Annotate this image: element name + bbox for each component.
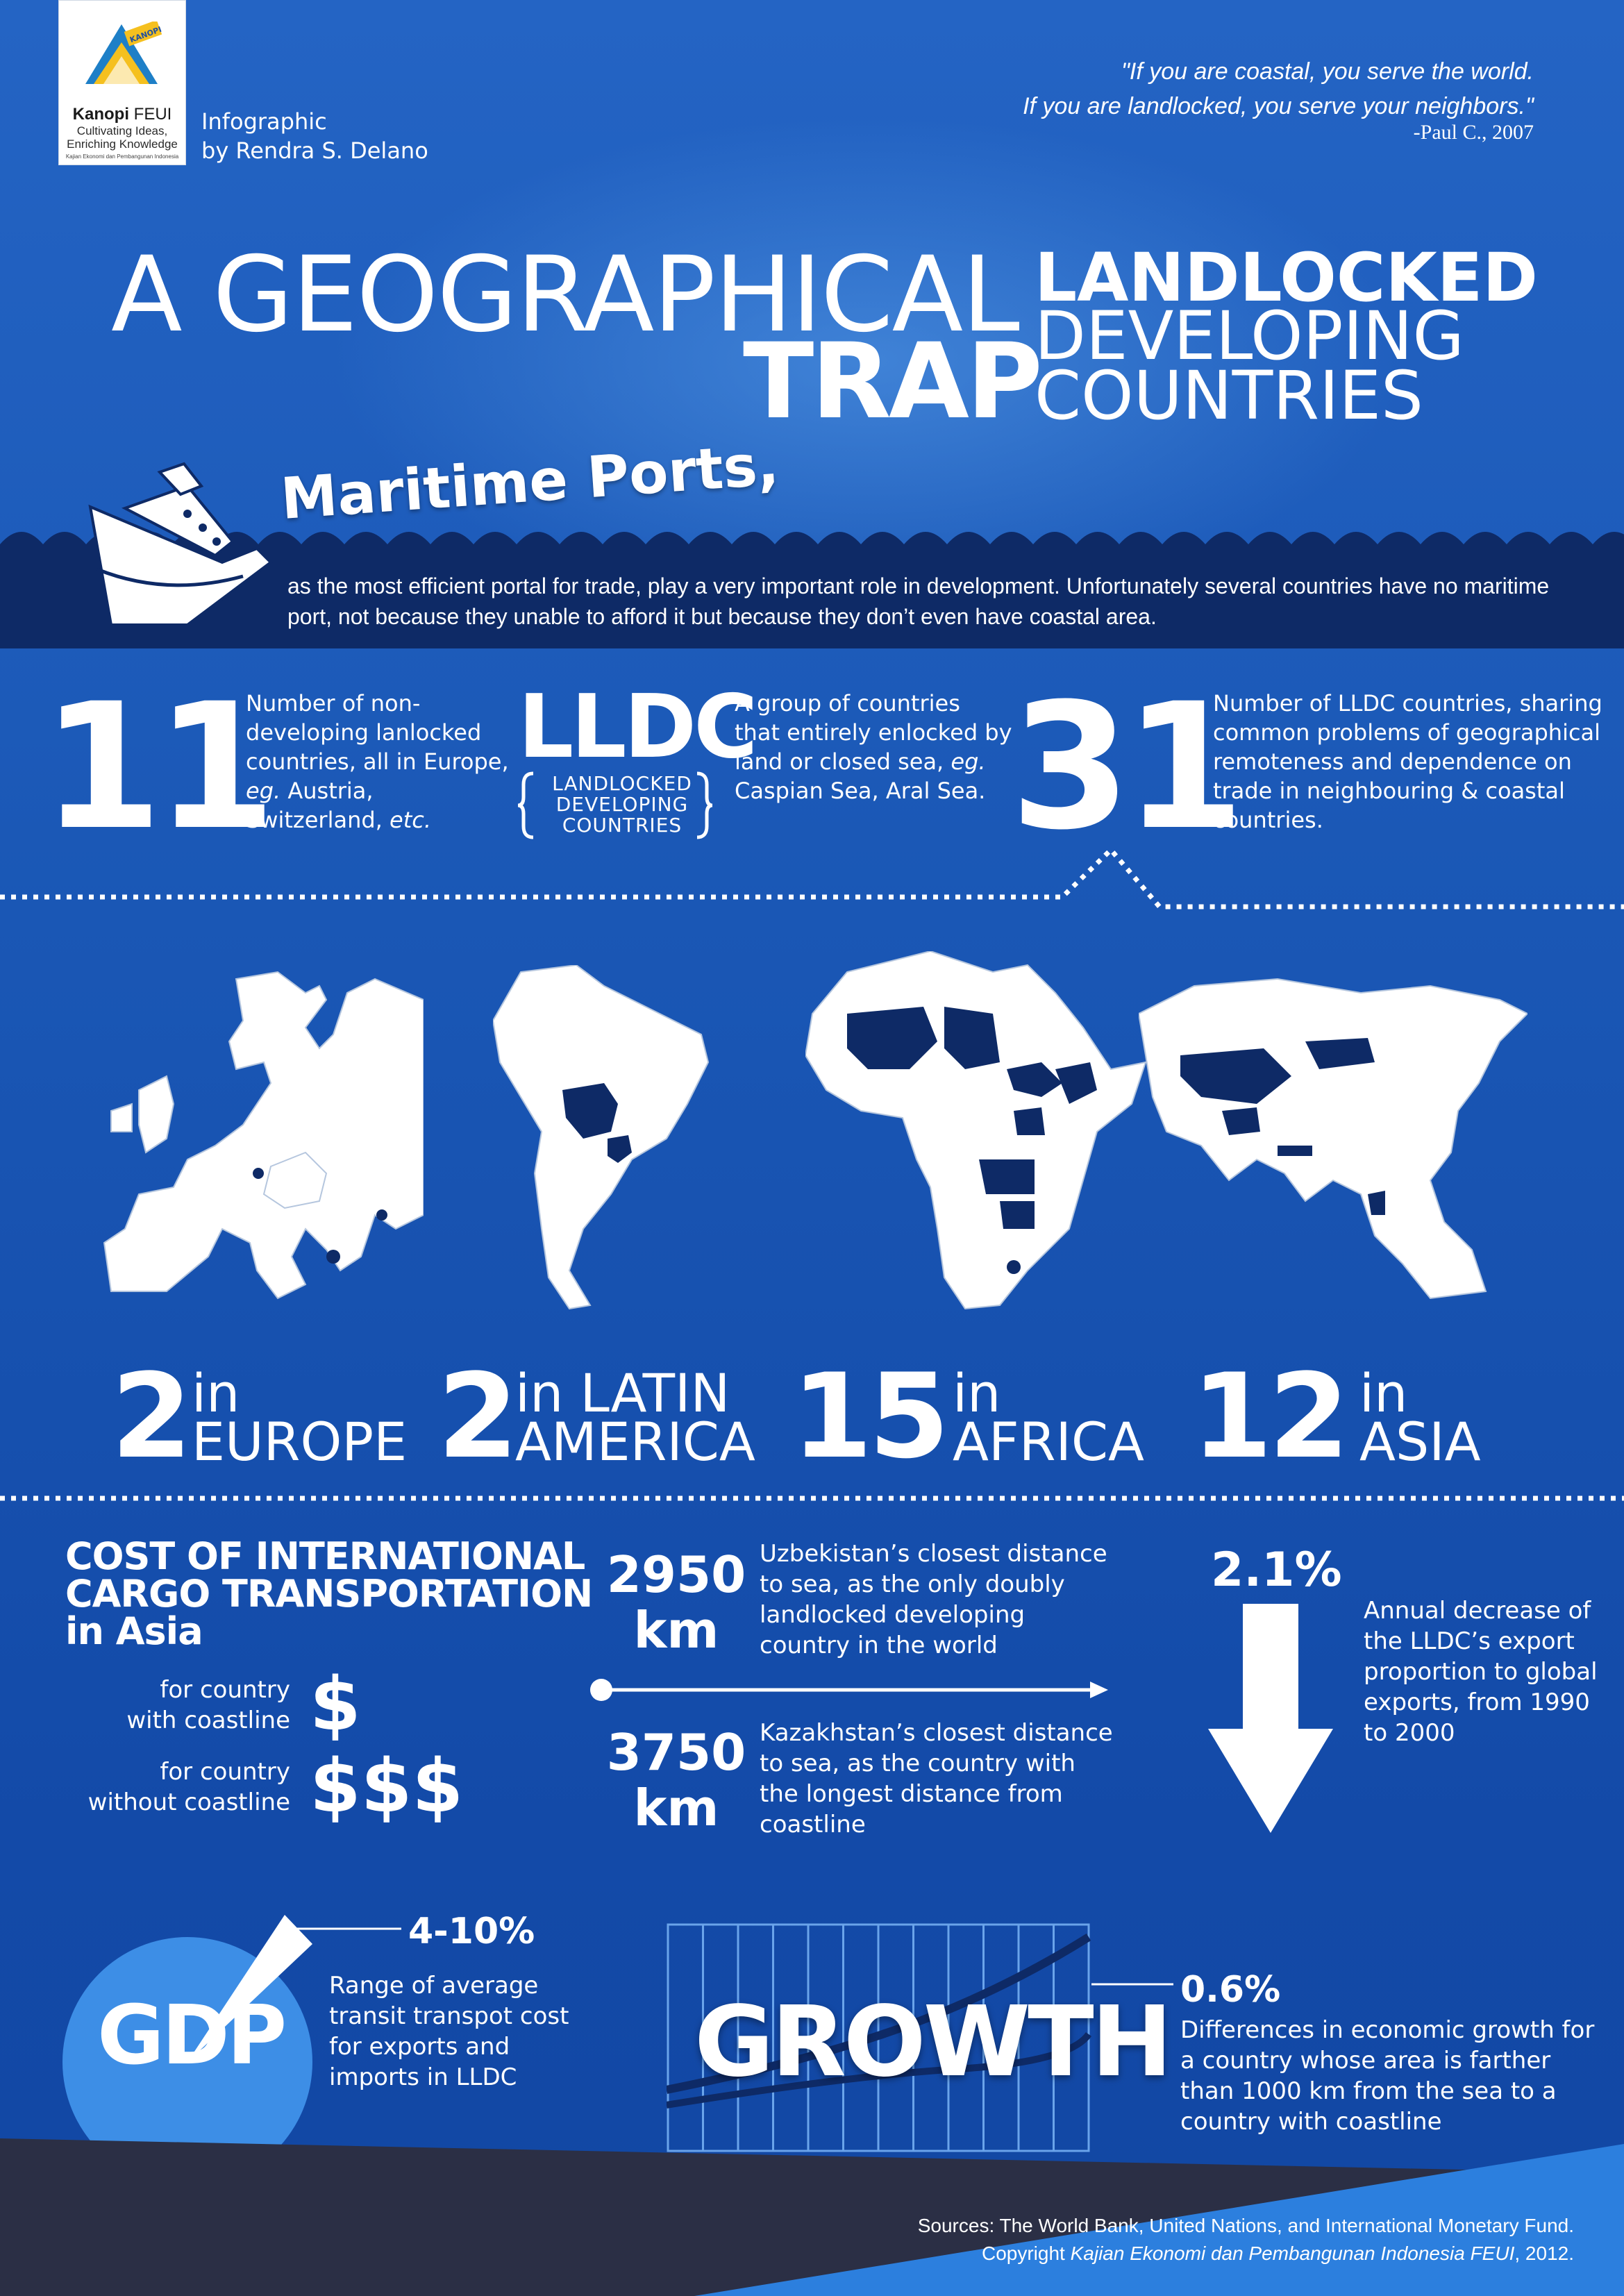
landlocked-paraguay <box>608 1135 632 1163</box>
landlocked-zambia <box>979 1159 1035 1194</box>
down-arrow-icon <box>1208 1604 1333 1833</box>
landlocked-ethiopia <box>1055 1062 1097 1104</box>
uzbekistan-distance: 2950 km <box>606 1545 746 1659</box>
landlocked-afghanistan <box>1222 1107 1260 1135</box>
dotted-divider <box>0 1495 1624 1501</box>
landlocked-zimbabwe <box>1000 1201 1035 1229</box>
opening-quote: "If you are coastal, you serve the world… <box>1023 58 1534 119</box>
lldc-description: A group of countries that entirely enloc… <box>735 690 1012 804</box>
landlocked-south-sudan <box>1007 1062 1062 1097</box>
africa-map-icon <box>805 951 1147 1310</box>
maritime-description: as the most efficient portal for trade, … <box>287 573 1550 629</box>
title-landlocked: LANDLOCKED <box>1035 239 1538 317</box>
logo-name: Kanopi FEUI <box>72 105 172 124</box>
landlocked-great-lakes <box>1014 1107 1045 1135</box>
latin-america-count: 2 <box>437 1348 519 1484</box>
landlocked-austria <box>253 1168 264 1179</box>
export-decrease-description: Annual decrease of the LLDC’s export pro… <box>1364 1597 1598 1747</box>
south-america-map-icon <box>493 965 710 1310</box>
no-coastline-label: for country without coastline <box>87 1758 290 1816</box>
landlocked-laos <box>1368 1191 1385 1215</box>
logo-tagline: Cultivating Ideas, Enriching Knowledge <box>67 124 178 151</box>
gdp-transit-cost-value: 4-10% <box>408 1911 535 1952</box>
europe-map-icon <box>103 971 424 1300</box>
landlocked-bolivia <box>562 1083 618 1139</box>
uzbekistan-description: Uzbekistan’s closest distance to sea, as… <box>760 1540 1107 1659</box>
europe-count: 2 <box>111 1348 192 1484</box>
gdp-pie-icon <box>62 1915 401 2187</box>
sources-note: Sources: The World Bank, United Nations,… <box>917 2215 1574 2264</box>
landlocked-mongolia <box>1305 1038 1375 1069</box>
landlocked-sahel <box>847 1007 937 1069</box>
latin-america-label: in LATIN AMERICA <box>515 1362 755 1473</box>
asia-map-icon <box>1139 978 1527 1300</box>
growth-grid-icon <box>667 1923 1173 2152</box>
maritime-heading: Maritime Ports, <box>278 432 781 533</box>
export-decrease-value: 2.1% <box>1211 1543 1342 1598</box>
title-countries: COUNTRIES <box>1035 357 1423 435</box>
dotted-divider-pointer <box>0 846 1624 910</box>
kazakhstan-description: Kazakhstan’s closest distance to sea, as… <box>760 1719 1113 1838</box>
distance-arrow-icon <box>590 1679 1108 1701</box>
kanopi-logo-mark-icon: KANOPI <box>85 22 162 84</box>
gdp-transit-cost-description: Range of average transit transpot cost f… <box>329 1972 569 2091</box>
growth-difference-description: Differences in economic growth for a cou… <box>1180 2016 1595 2136</box>
europe-label: in EUROPE <box>192 1362 408 1473</box>
stat-31-description: Number of LLDC countries, sharing common… <box>1213 690 1602 833</box>
lldc-acronym: LLDC <box>518 676 758 778</box>
landlocked-chad <box>944 1007 1000 1069</box>
wave-decoration <box>0 532 1624 564</box>
gdp-label: GDP <box>97 1987 287 2083</box>
growth-difference-value: 0.6% <box>1180 1969 1281 2011</box>
stat-11-number: 11 <box>42 666 276 868</box>
title-geographical: A GEOGRAPHICAL <box>111 235 1020 355</box>
landlocked-moldova <box>376 1209 387 1221</box>
ship-icon <box>88 462 274 626</box>
africa-count: 15 <box>792 1348 950 1484</box>
landlocked-macedonia <box>326 1250 340 1264</box>
lldc-expansion: LANDLOCKED DEVELOPING COUNTRIES <box>552 772 692 837</box>
landlocked-nepal-bhutan <box>1278 1146 1312 1156</box>
title-developing: DEVELOPING <box>1035 297 1464 375</box>
landlocked-central-asia <box>1180 1048 1291 1104</box>
stat-31-number: 31 <box>1010 666 1245 868</box>
title-trap: TRAP <box>743 321 1043 442</box>
growth-label: GROWTH <box>694 1986 1173 2099</box>
coastline-label: for country with coastline <box>126 1676 290 1734</box>
logo-subtitle: Kajian Ekonomi dan Pembangunan Indonesia <box>65 153 179 160</box>
author-credit: Infographic by Rendra S. Delano <box>201 108 428 164</box>
cost-title: COST OF INTERNATIONAL CARGO TRANSPORTATIO… <box>65 1534 593 1653</box>
quote-author: -Paul C., 2007 <box>1413 121 1534 144</box>
asia-count: 12 <box>1191 1348 1350 1484</box>
footer-band <box>0 2138 1624 2296</box>
kazakhstan-distance: 3750 km <box>606 1723 746 1837</box>
no-coastline-cost: $$$ <box>310 1743 464 1829</box>
lldc-brace-icon <box>518 771 713 839</box>
kanopi-logo: KANOPI Kanopi FEUI Cultivating Ideas, Enr… <box>58 0 186 165</box>
landlocked-lesotho <box>1007 1260 1021 1274</box>
africa-label: in AFRICA <box>953 1362 1144 1473</box>
coastline-cost: $ <box>310 1661 361 1747</box>
asia-label: in ASIA <box>1359 1362 1481 1473</box>
stat-11-description: Number of non-developing lanlocked count… <box>246 690 509 833</box>
